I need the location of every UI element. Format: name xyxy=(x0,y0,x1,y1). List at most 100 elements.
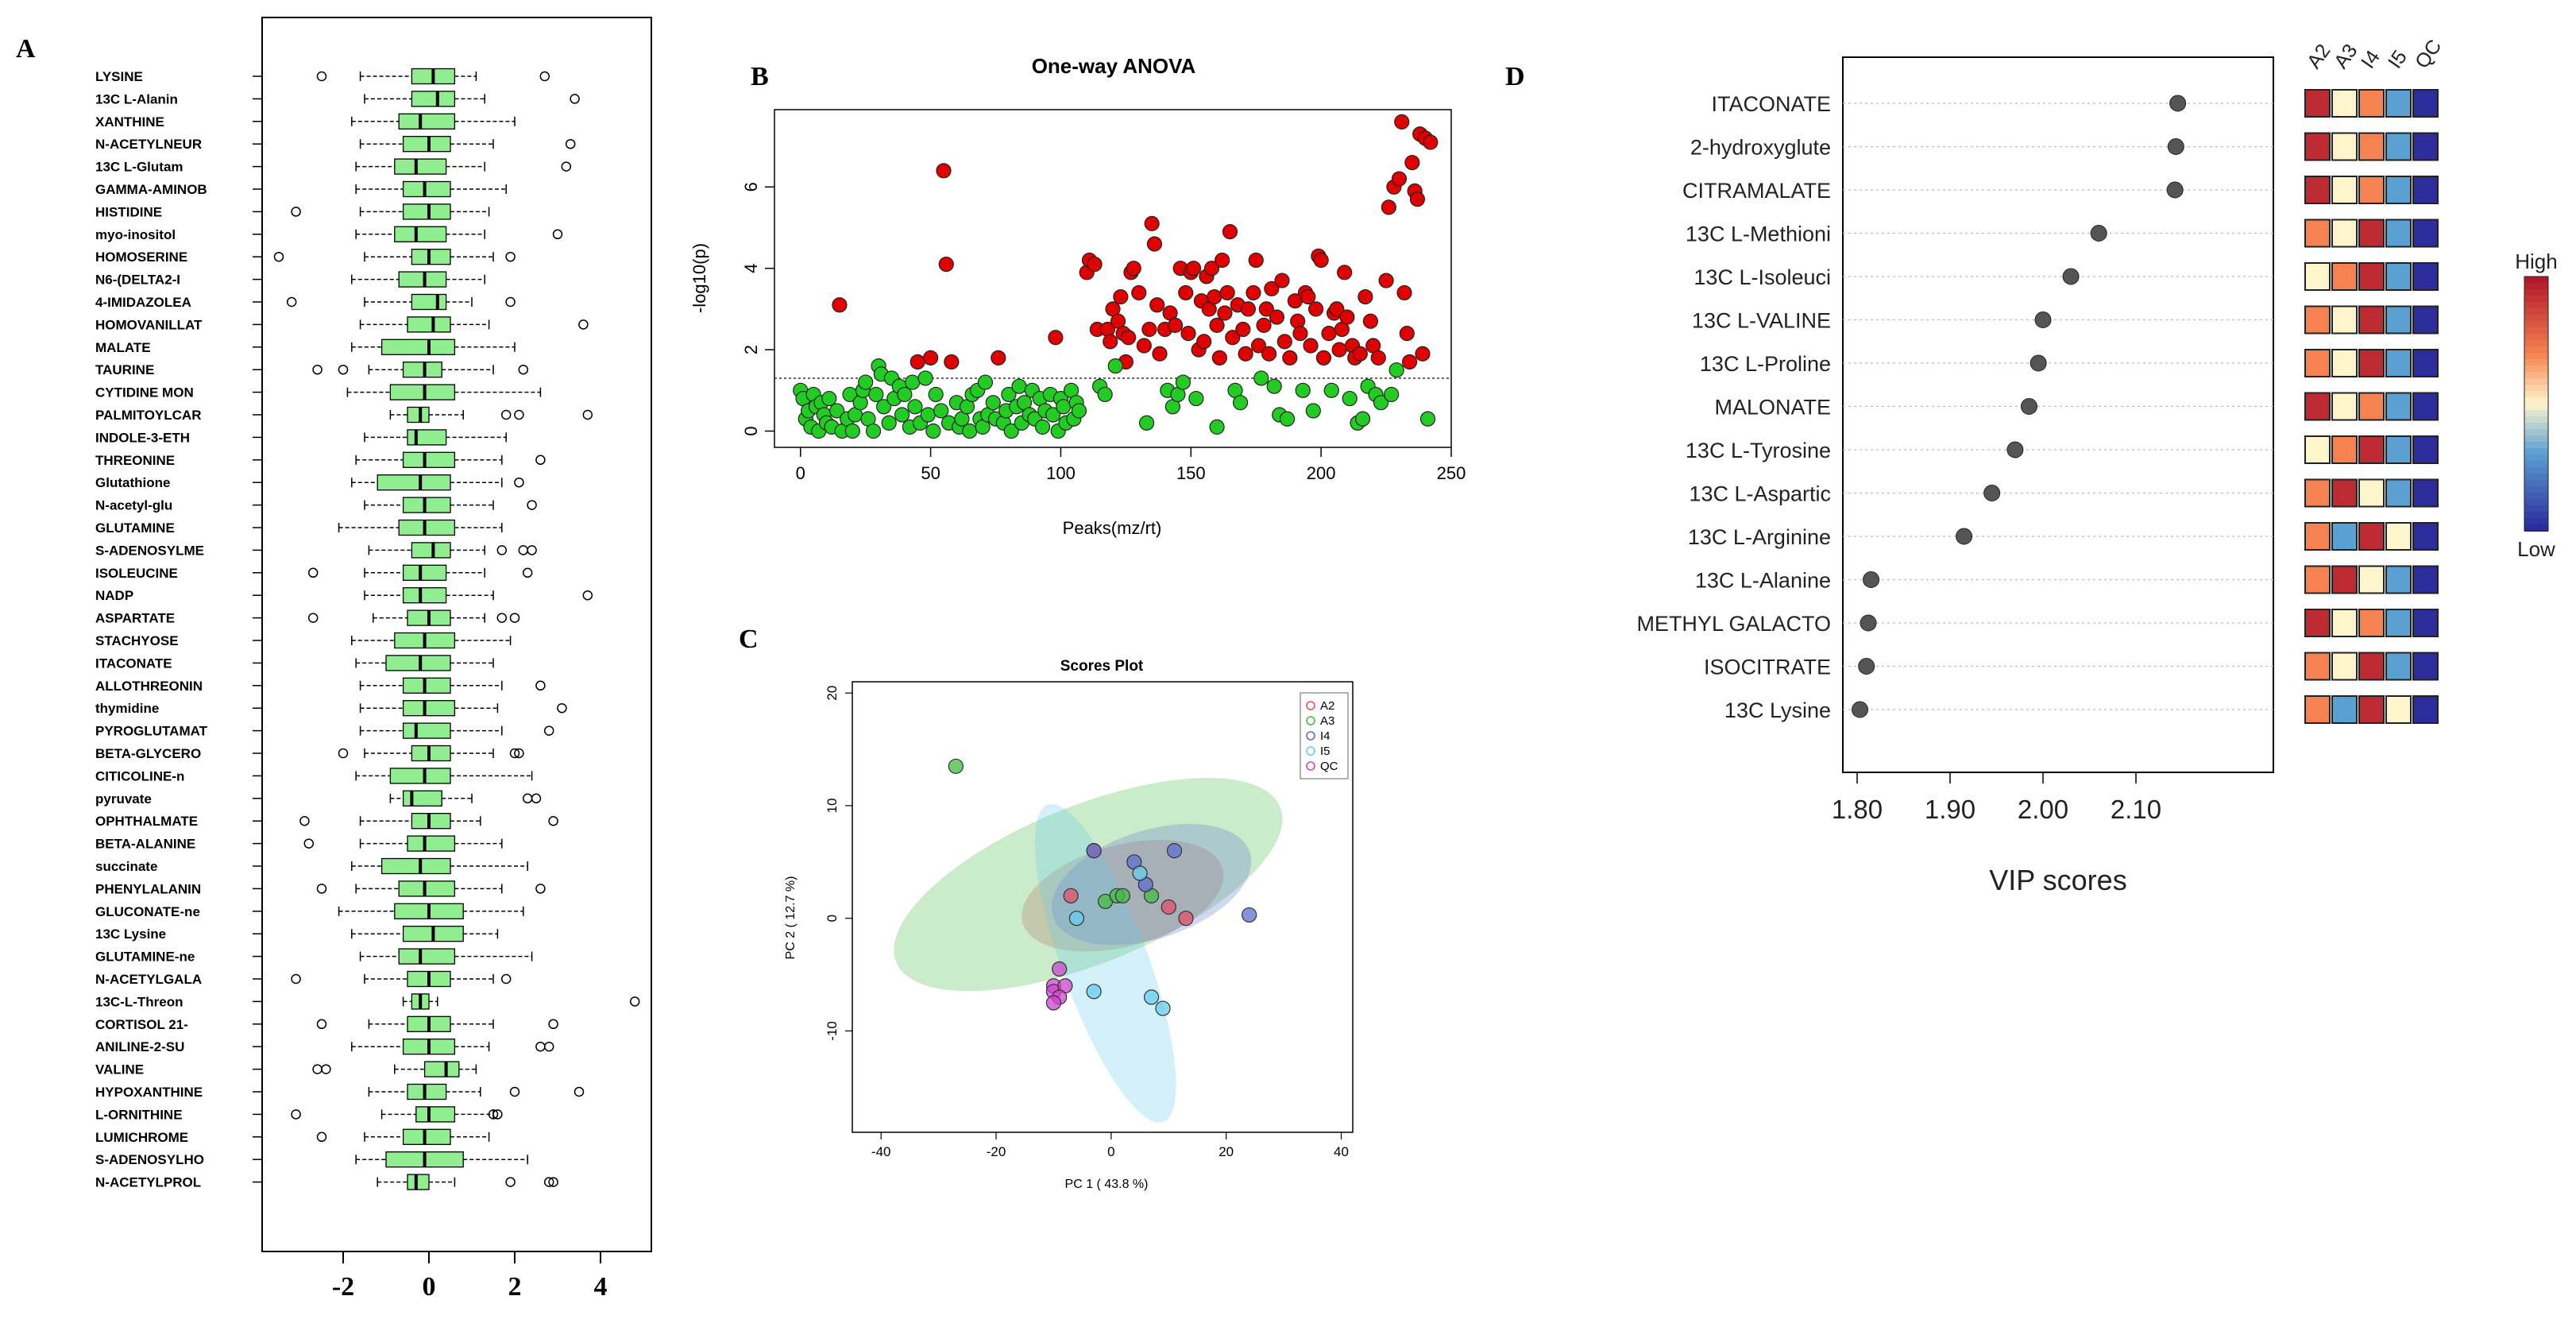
heat-cell xyxy=(2412,695,2439,724)
box-body xyxy=(402,677,451,694)
color-key-low-label: Low xyxy=(2517,537,2555,561)
heat-cell xyxy=(2331,132,2358,161)
vip-dot xyxy=(2030,354,2047,372)
vip-dot xyxy=(1983,485,2001,501)
box-label: S-ADENOSYLHO xyxy=(95,1152,204,1167)
heat-cell xyxy=(2304,219,2331,248)
vip-dot xyxy=(2034,311,2052,328)
box-body xyxy=(402,136,451,153)
color-key-segment xyxy=(2524,378,2548,385)
anova-point xyxy=(985,395,1001,411)
x-tick-label: 150 xyxy=(1176,463,1206,483)
box-label: GAMMA-AMINOB xyxy=(95,182,207,197)
heat-cell xyxy=(2412,262,2439,291)
box-body xyxy=(394,226,447,242)
box-label: MALATE xyxy=(95,340,151,355)
anova-point xyxy=(1168,317,1184,333)
score-point xyxy=(1068,911,1085,926)
anova-point xyxy=(1269,309,1285,325)
color-key-segment xyxy=(2524,448,2548,455)
box-outlier xyxy=(496,545,508,555)
anova-point xyxy=(1362,313,1379,329)
box-outlier xyxy=(518,545,529,555)
heat-cell xyxy=(2412,609,2439,637)
anova-point xyxy=(1180,326,1196,342)
box-body xyxy=(402,203,451,220)
scores-ellipses xyxy=(894,777,1283,1124)
anova-point xyxy=(1188,390,1204,407)
heat-cell xyxy=(2412,392,2439,421)
y-tick-label: 6 xyxy=(741,182,761,191)
anova-point xyxy=(1307,301,1324,317)
color-key-segment xyxy=(2524,442,2548,449)
heat-cell xyxy=(2304,89,2331,118)
box-label: N-ACETYLPROL xyxy=(95,1175,201,1190)
heat-cell xyxy=(2385,219,2412,248)
box-outlier xyxy=(527,500,537,510)
color-key-high-label: High xyxy=(2515,250,2557,273)
box-body xyxy=(407,835,456,852)
anova-point xyxy=(1196,334,1212,350)
anova-point xyxy=(1388,362,1404,378)
anova-point xyxy=(1141,321,1157,338)
box-outlier xyxy=(561,161,572,172)
anova-point xyxy=(1001,386,1017,403)
anova-point xyxy=(1131,284,1147,301)
heat-cell xyxy=(2331,695,2358,724)
box-outlier xyxy=(500,973,512,985)
color-key-segment xyxy=(2524,277,2548,284)
anova-point xyxy=(832,297,848,313)
anova-point xyxy=(920,407,936,423)
box-outlier xyxy=(299,815,310,826)
box-outlier xyxy=(316,1132,327,1143)
box-body xyxy=(415,1106,456,1123)
box-body xyxy=(402,451,456,468)
anova-point xyxy=(1045,407,1061,423)
box-label: HISTIDINE xyxy=(95,204,162,219)
vip-label: 13C L-VALINE xyxy=(1692,309,1831,333)
box-outlier xyxy=(291,1109,301,1120)
scores-legend-box xyxy=(1300,692,1349,779)
box-label: 13C-L-Threon xyxy=(95,994,183,1009)
x-tick-label: 250 xyxy=(1437,463,1466,483)
anova-point xyxy=(1238,346,1253,362)
anova-point xyxy=(1352,346,1368,362)
anova-point xyxy=(1258,301,1274,317)
y-tick-label: 0 xyxy=(741,426,761,435)
vip-label: CITRAMALATE xyxy=(1682,179,1831,203)
legend-label: I4 xyxy=(1320,729,1330,743)
box-outlier xyxy=(316,884,327,894)
heat-column-label: QC xyxy=(2411,36,2446,73)
color-key-segment xyxy=(2524,302,2548,309)
box-label: S-ADENOSYLME xyxy=(95,543,204,558)
heat-column-label: A2 xyxy=(2303,40,2335,72)
box-label: CORTISOL 21- xyxy=(95,1017,188,1032)
heat-cell xyxy=(2358,262,2385,291)
legend-marker xyxy=(1306,746,1315,756)
box-outlier xyxy=(565,138,576,149)
anova-point xyxy=(1423,134,1439,150)
anova-point xyxy=(944,354,960,370)
anova-point xyxy=(1003,423,1019,439)
legend-marker xyxy=(1306,716,1315,725)
box-outlier xyxy=(338,364,349,375)
vip-dot xyxy=(2062,268,2080,285)
anova-point xyxy=(876,399,892,415)
anova-y-label: -log10(p) xyxy=(689,243,709,313)
anova-point xyxy=(1222,224,1238,240)
box-outlier xyxy=(582,409,593,420)
heat-cell xyxy=(2385,695,2412,724)
anova-point xyxy=(881,415,897,431)
color-key-segment xyxy=(2524,327,2548,335)
anova-point xyxy=(1056,399,1072,415)
anova-point xyxy=(977,374,994,390)
box-outlier xyxy=(578,319,589,330)
legend-label: QC xyxy=(1320,760,1338,773)
box-label: OPHTHALMATE xyxy=(95,814,198,829)
box-body xyxy=(402,587,447,604)
heat-cell xyxy=(2304,609,2331,637)
box-label: HOMOVANILLAT xyxy=(95,317,203,332)
anova-point xyxy=(1232,395,1249,411)
anova-point xyxy=(1261,346,1277,362)
vip-panel: ITACONATE 2-hydroxyglute CITRAMALATE 13C L-… xyxy=(1636,36,2557,896)
